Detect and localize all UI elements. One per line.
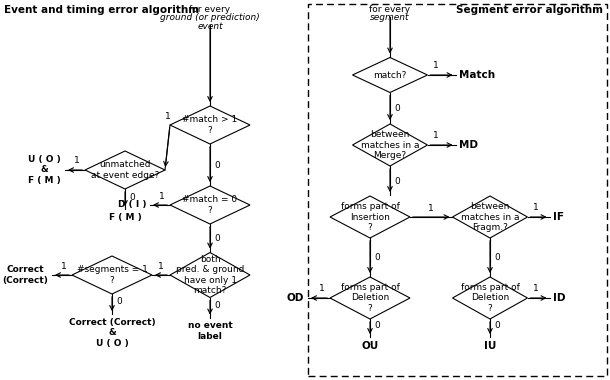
Text: 0: 0 <box>394 104 400 113</box>
Text: 1: 1 <box>432 131 439 140</box>
Text: unmatched
at event edge?: unmatched at event edge? <box>91 160 159 180</box>
Text: Correct
(Correct): Correct (Correct) <box>2 265 48 285</box>
Text: 0: 0 <box>116 298 122 307</box>
Text: 1: 1 <box>533 203 539 212</box>
Text: 0: 0 <box>374 321 380 331</box>
Text: #match = 0
?: #match = 0 ? <box>182 195 237 215</box>
Text: 0: 0 <box>494 321 500 331</box>
Text: Correct (Correct)
&
U ( O ): Correct (Correct) & U ( O ) <box>69 318 156 348</box>
Text: F ( M ): F ( M ) <box>109 213 142 222</box>
Text: between
matches in a
Fragm.?: between matches in a Fragm.? <box>461 202 519 232</box>
Text: IU: IU <box>484 341 496 351</box>
Text: 1: 1 <box>428 204 434 213</box>
Text: 0: 0 <box>394 176 400 185</box>
Text: Segment error algorithm: Segment error algorithm <box>456 5 603 15</box>
Text: U ( O )
&
F ( M ): U ( O ) & F ( M ) <box>28 155 61 185</box>
Text: Match: Match <box>459 70 495 80</box>
Text: OU: OU <box>361 341 379 351</box>
Text: 1: 1 <box>159 192 165 201</box>
Text: between
matches in a
Merge?: between matches in a Merge? <box>361 130 419 160</box>
Text: event: event <box>197 22 223 31</box>
Text: 0: 0 <box>494 253 500 262</box>
Text: both
pred. & ground
have only 1
match?: both pred. & ground have only 1 match? <box>176 255 244 295</box>
Text: segment: segment <box>370 13 410 22</box>
Text: IF: IF <box>553 212 564 222</box>
Text: 0: 0 <box>214 234 220 243</box>
Text: 1: 1 <box>61 262 67 271</box>
Text: 1: 1 <box>74 156 80 165</box>
Text: forms part of
Deletion
?: forms part of Deletion ? <box>340 283 400 313</box>
Text: MD: MD <box>459 140 478 150</box>
Text: ID: ID <box>553 293 566 303</box>
Text: match?: match? <box>373 71 407 79</box>
Text: 1: 1 <box>432 61 439 70</box>
Text: no event
label: no event label <box>188 321 232 341</box>
Text: for every: for every <box>190 5 231 14</box>
Text: #segments = 1
?: #segments = 1 ? <box>77 265 148 285</box>
Text: for every: for every <box>370 5 411 14</box>
Text: 0: 0 <box>214 160 220 169</box>
Text: #match > 1
?: #match > 1 ? <box>182 115 238 135</box>
Text: 1: 1 <box>533 284 539 293</box>
Text: forms part of
Deletion
?: forms part of Deletion ? <box>461 283 520 313</box>
Text: 1: 1 <box>158 262 164 271</box>
Text: 1: 1 <box>319 284 325 293</box>
Text: forms part of
Insertion
?: forms part of Insertion ? <box>340 202 400 232</box>
Text: 0: 0 <box>214 301 220 310</box>
Text: Event and timing error algorithm: Event and timing error algorithm <box>4 5 199 15</box>
Text: 1: 1 <box>165 112 170 121</box>
Text: ground (or prediction): ground (or prediction) <box>160 13 260 22</box>
Text: OD: OD <box>287 293 304 303</box>
Text: 0: 0 <box>374 253 380 262</box>
Text: D ( I ): D ( I ) <box>118 201 146 209</box>
Text: 0: 0 <box>129 193 135 201</box>
